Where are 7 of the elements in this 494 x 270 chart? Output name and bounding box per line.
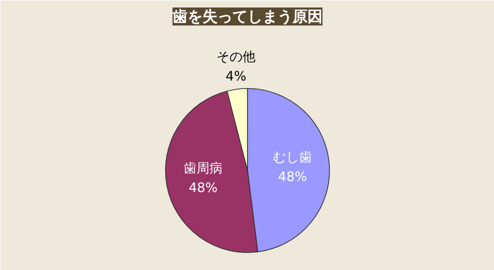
data-label: 48%: [278, 170, 307, 185]
chart-title: 歯を失ってしまう原因: [172, 8, 322, 26]
slice-label: 歯周病: [184, 162, 223, 177]
slice-label: むし歯: [273, 150, 312, 166]
data-label: 48%: [188, 181, 218, 196]
data-label: 4%: [226, 70, 246, 85]
slice-label: その他: [216, 50, 256, 66]
